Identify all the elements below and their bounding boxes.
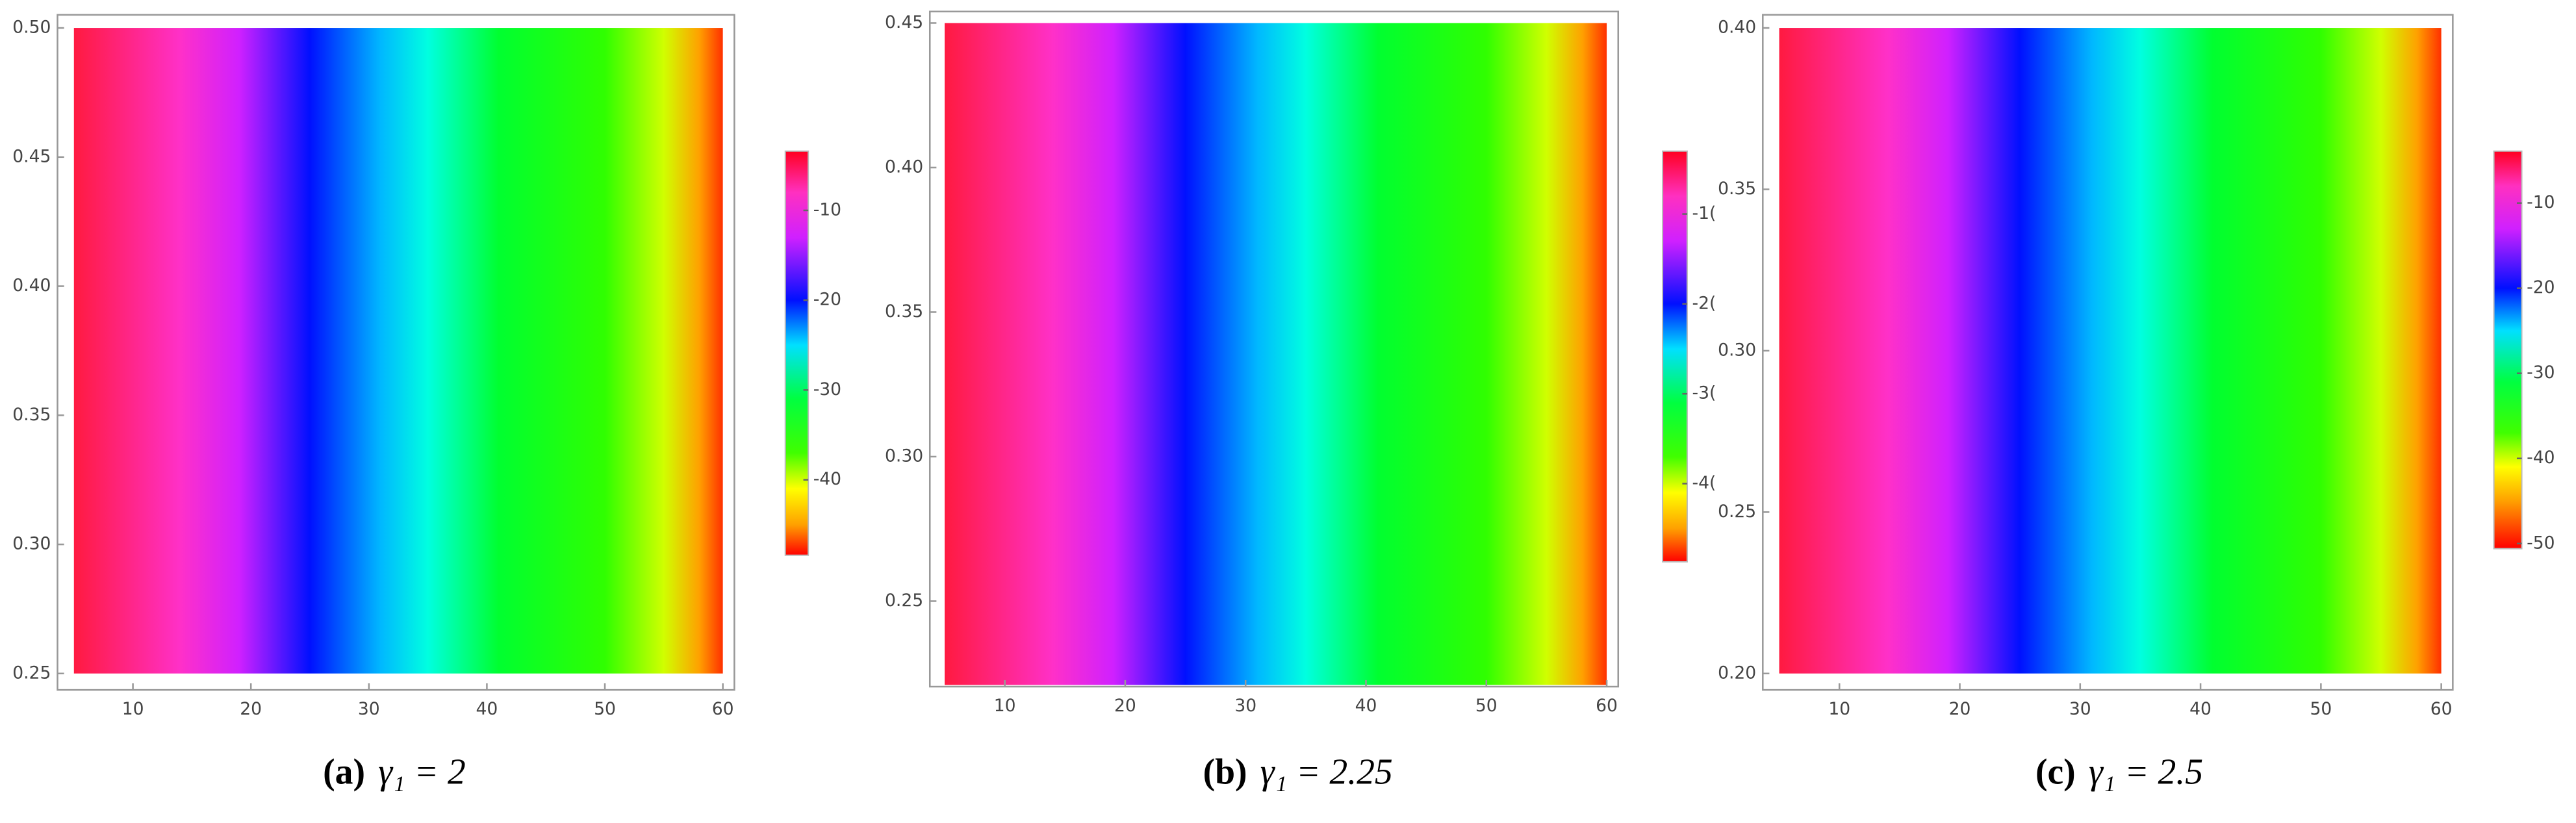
x-tick-label: 30 [1234, 696, 1256, 716]
x-tick-label: 40 [476, 699, 498, 719]
caption: (b) γ₁ = 2.25 [1203, 752, 1393, 792]
y-tick-label: 0.20 [1718, 663, 1756, 683]
y-tick-label: 0.35 [12, 405, 51, 425]
colorbar-tick-label: -50 [2527, 533, 2555, 553]
colorbar-tick-label: -3( [1692, 383, 1716, 403]
colorbar-tick-label: -40 [2527, 448, 2555, 468]
y-tick-label: 0.45 [885, 12, 923, 32]
y-tick-label: 0.45 [12, 146, 51, 166]
colorbar-tick-label: -10 [813, 199, 841, 220]
colorbar-tick-label: -20 [813, 290, 841, 310]
caption-label: (c) [2035, 752, 2076, 792]
density-field [1779, 28, 2442, 674]
x-tick-label: 20 [240, 699, 262, 719]
x-tick-label: 60 [712, 699, 734, 719]
y-tick-label: 0.30 [1718, 340, 1756, 360]
colorbar-tick-label: -2( [1692, 293, 1716, 313]
x-tick-label: 60 [2430, 699, 2453, 719]
x-tick-label: 30 [358, 699, 380, 719]
y-tick-label: 0.35 [1718, 179, 1756, 199]
x-tick-label: 20 [1949, 699, 1971, 719]
density-field [73, 28, 723, 674]
y-tick-label: 0.35 [885, 301, 923, 322]
x-tick-label: 50 [594, 699, 616, 719]
caption-text: γ₁ = 2.25 [1260, 752, 1393, 792]
x-tick-label: 10 [1828, 699, 1850, 719]
colorbar-tick-label: -20 [2527, 277, 2555, 298]
colorbar-tick-label: -40 [813, 469, 841, 489]
y-tick-label: 0.25 [12, 663, 51, 683]
caption-label: (b) [1203, 752, 1247, 792]
y-tick-label: 0.40 [12, 275, 51, 296]
x-tick-label: 10 [994, 696, 1016, 716]
x-tick-label: 60 [1596, 696, 1618, 716]
density-field [945, 23, 1607, 685]
y-tick-label: 0.40 [1718, 18, 1756, 38]
colorbar [784, 150, 810, 556]
colorbar-tick-label: -10 [2527, 192, 2555, 212]
x-tick-label: 50 [2310, 699, 2332, 719]
x-tick-label: 40 [1355, 696, 1377, 716]
y-tick-label: 0.25 [885, 590, 923, 611]
x-tick-label: 20 [1114, 696, 1136, 716]
y-tick-label: 0.50 [12, 18, 51, 38]
caption-label: (a) [323, 752, 365, 792]
colorbar-tick-label: -30 [813, 379, 841, 399]
colorbar-tick-label: -1( [1692, 203, 1716, 223]
x-tick-label: 50 [1475, 696, 1498, 716]
colorbar-tick-label: -4( [1692, 473, 1716, 493]
x-tick-label: 30 [2069, 699, 2091, 719]
colorbar-tick-label: -30 [2527, 362, 2555, 383]
caption: (c) γ₁ = 2.5 [2035, 752, 2203, 792]
y-tick-label: 0.25 [1718, 501, 1756, 522]
y-tick-label: 0.40 [885, 157, 923, 177]
x-tick-label: 40 [2189, 699, 2212, 719]
caption-text: γ₁ = 2.5 [2089, 752, 2203, 792]
colorbar [1662, 150, 1688, 563]
y-tick-label: 0.30 [885, 446, 923, 466]
y-tick-label: 0.30 [12, 534, 51, 554]
colorbar [2493, 150, 2523, 550]
x-tick-label: 10 [122, 699, 144, 719]
caption-text: γ₁ = 2 [378, 752, 465, 792]
caption: (a) γ₁ = 2 [323, 752, 466, 792]
